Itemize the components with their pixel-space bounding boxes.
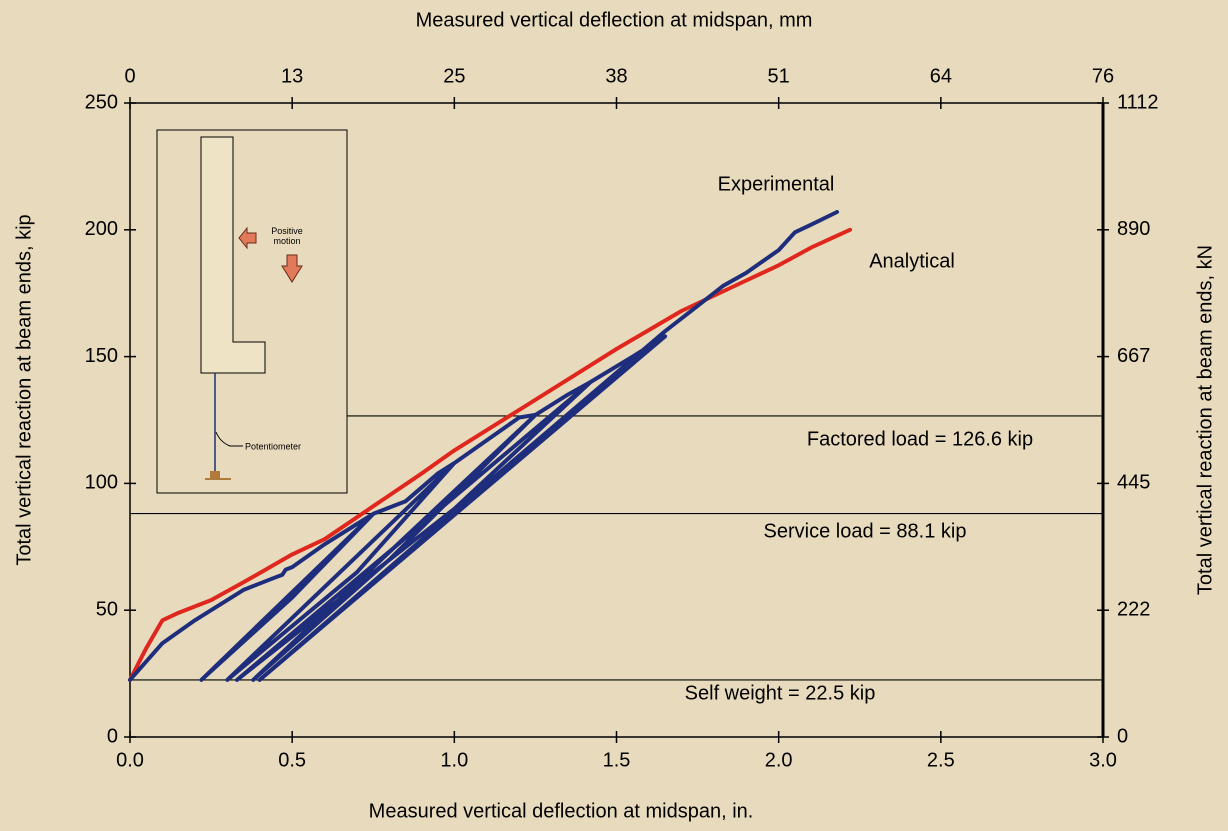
- x-tick-label: 1.5: [603, 749, 631, 771]
- y2-tick-label: 222: [1117, 598, 1150, 620]
- x-tick-label: 0.5: [278, 749, 306, 771]
- y-tick-label: 50: [96, 598, 118, 620]
- x-axis-title: Measured vertical deflection at midspan,…: [369, 800, 754, 822]
- inset-frame: [156, 129, 348, 494]
- y-axis-title: Total vertical reaction at beam ends, ki…: [13, 214, 35, 565]
- data-line: [128, 210, 839, 682]
- x-tick-label: 0.0: [116, 749, 144, 771]
- y2-axis-title: Total vertical reaction at beam ends, kN: [1194, 245, 1216, 595]
- x-tick-label: 3.0: [1089, 749, 1117, 771]
- x2-tick-label: 51: [768, 65, 790, 87]
- reference-label: Factored load = 126.6 kip: [807, 428, 1033, 450]
- y2-tick-label: 1112: [1117, 91, 1159, 113]
- y2-tick-label: 445: [1117, 472, 1150, 494]
- inset-label: Positive motion: [271, 226, 303, 246]
- y2-tick-label: 667: [1117, 345, 1150, 367]
- x-tick-label: 2.0: [765, 749, 793, 771]
- x2-tick-label: 0: [124, 65, 135, 87]
- y-tick-label: 150: [85, 345, 118, 367]
- y2-tick-label: 0: [1117, 725, 1128, 747]
- inset-label: Potentiometer: [245, 441, 301, 451]
- x-tick-label: 1.0: [440, 749, 468, 771]
- data-line: [128, 227, 852, 682]
- series-label: Experimental: [718, 173, 835, 195]
- x2-tick-label: 76: [1092, 65, 1114, 87]
- y-tick-label: 0: [107, 725, 118, 747]
- x2-tick-label: 64: [930, 65, 952, 87]
- beam-section: [200, 136, 303, 480]
- x2-tick-label: 25: [443, 65, 465, 87]
- x-tick-label: 2.5: [927, 749, 955, 771]
- y-tick-label: 100: [85, 472, 118, 494]
- x2-axis-title: Measured vertical deflection at midspan,…: [416, 9, 813, 31]
- reference-label: Self weight = 22.5 kip: [685, 682, 876, 704]
- series-label: Analytical: [869, 250, 955, 272]
- y-tick-label: 250: [85, 91, 118, 113]
- y2-tick-label: 890: [1117, 218, 1150, 240]
- x2-tick-label: 38: [605, 65, 627, 87]
- x2-tick-label: 13: [281, 65, 303, 87]
- reference-label: Service load = 88.1 kip: [764, 520, 967, 542]
- y-tick-label: 200: [85, 218, 118, 240]
